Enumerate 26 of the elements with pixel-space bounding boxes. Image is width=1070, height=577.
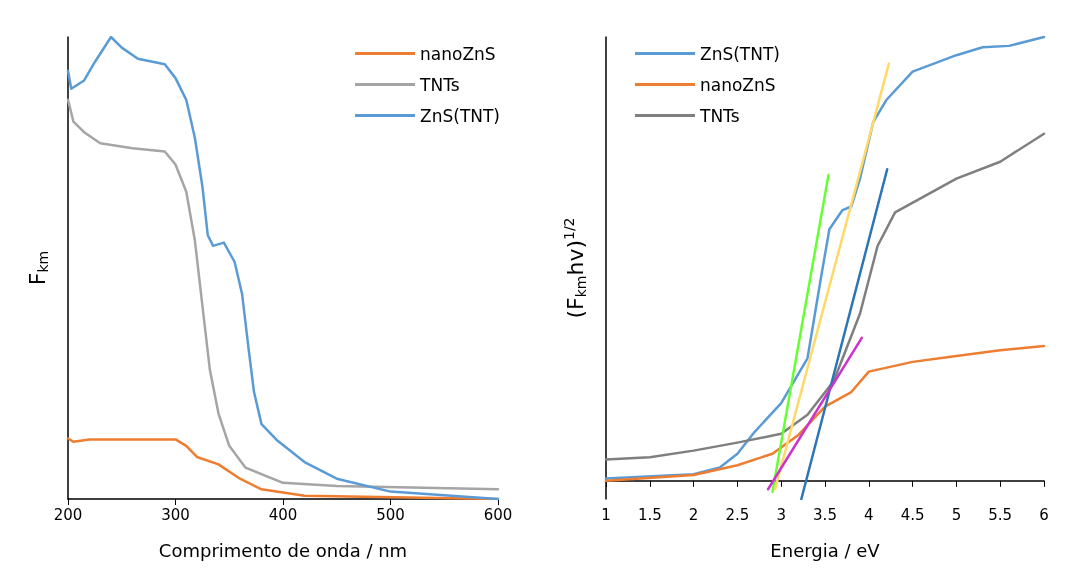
x-tick-label: 200 xyxy=(53,505,83,524)
legend-label: nanoZnS xyxy=(420,43,496,64)
x-tick-label: 1.5 xyxy=(637,505,662,524)
legend-label: TNTs xyxy=(699,105,740,126)
legend-label: TNTs xyxy=(419,74,460,95)
y-axis-title: (Fkmhv)1/2 xyxy=(561,217,589,319)
x-tick-label: 400 xyxy=(268,505,298,524)
x-tick-label: 500 xyxy=(376,505,405,524)
legend-label: nanoZnS xyxy=(700,74,776,95)
x-tick-label: 4 xyxy=(864,505,874,524)
x-tick-label: 2.5 xyxy=(725,505,750,524)
legend-label: ZnS(TNT) xyxy=(420,105,501,126)
legend-label: ZnS(TNT) xyxy=(700,43,780,64)
x-tick-label: 1 xyxy=(601,505,611,524)
x-axis-title: Comprimento de onda / nm xyxy=(158,539,408,561)
x-tick-label: 600 xyxy=(483,505,513,524)
x-tick-label: 3 xyxy=(776,505,786,524)
x-axis-title: Energia / eV xyxy=(770,539,881,561)
x-tick-label: 3.5 xyxy=(813,505,837,524)
x-tick-label: 6 xyxy=(1039,505,1049,524)
y-axis-title: Fkm xyxy=(24,250,51,286)
x-tick-label: 5.5 xyxy=(988,505,1013,524)
x-tick-label: 300 xyxy=(161,505,190,524)
x-tick-label: 5 xyxy=(951,505,962,524)
x-tick-label: 2 xyxy=(688,505,699,524)
x-tick-label: 4.5 xyxy=(900,505,925,524)
